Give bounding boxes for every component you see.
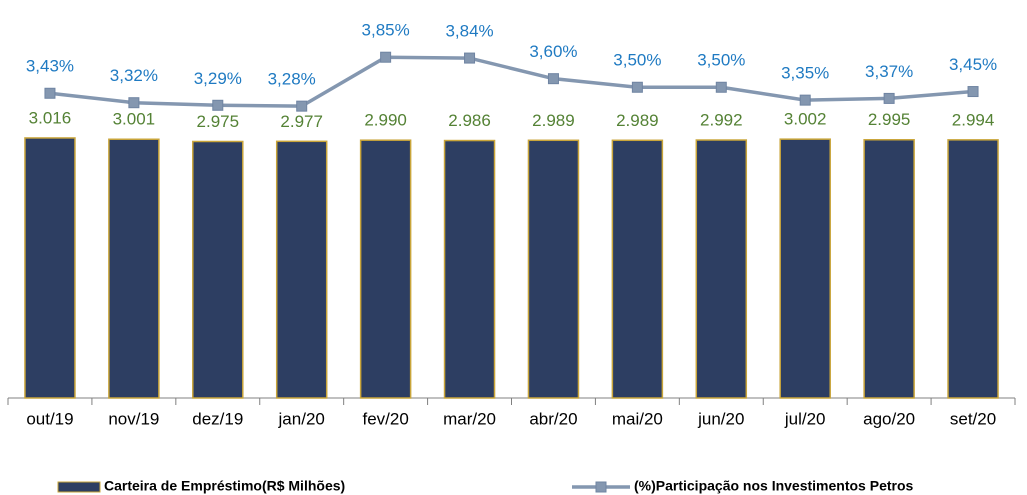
legend-swatch-marker	[595, 481, 607, 493]
bar-value-label: 2.989	[532, 111, 575, 130]
line-marker	[128, 97, 140, 109]
bar-value-label: 2.975	[197, 112, 240, 131]
line-value-label: 3,84%	[445, 22, 493, 41]
line-value-label: 3,45%	[949, 55, 997, 74]
bar	[359, 139, 412, 399]
line-value-label: 3,29%	[194, 69, 242, 88]
line-marker	[631, 81, 643, 93]
line-value-label: 3,32%	[110, 66, 158, 85]
bar	[863, 139, 915, 399]
line-marker	[715, 81, 727, 93]
line-marker	[883, 92, 895, 104]
x-tick-label: mai/20	[612, 409, 663, 428]
line-marker	[296, 100, 308, 112]
line-value-label: 3,28%	[268, 70, 316, 89]
bar-value-label: 2.990	[364, 111, 407, 130]
bar	[275, 140, 328, 399]
legend-label: (%)Participação nos Investimentos Petros	[634, 478, 914, 494]
legend-swatch	[57, 481, 101, 493]
line-marker	[44, 87, 56, 99]
bar-value-label: 2.992	[700, 111, 743, 130]
line-marker	[464, 52, 476, 64]
line-value-label: 3,50%	[697, 51, 745, 70]
bar	[108, 138, 160, 399]
line-marker	[967, 86, 979, 98]
line-marker	[799, 94, 811, 106]
bar-value-label: 2.995	[868, 110, 911, 129]
line-value-label: 3,37%	[865, 62, 913, 81]
x-tick-label: nov/19	[108, 409, 159, 428]
x-tick-label: jun/20	[697, 409, 744, 428]
x-tick-label: abr/20	[529, 409, 577, 428]
line	[49, 55, 974, 108]
bar-value-label: 3.016	[29, 108, 72, 127]
bar-value-label: 3.002	[784, 110, 827, 129]
line-value-label: 3,35%	[781, 64, 829, 83]
bar-value-label: 2.977	[280, 112, 323, 131]
x-tick-label: fev/20	[362, 409, 408, 428]
line-value-label: 3,50%	[613, 51, 661, 70]
x-tick-label: ago/20	[863, 409, 915, 428]
x-tick-label: dez/19	[192, 409, 243, 428]
bar-value-label: 2.994	[952, 110, 995, 129]
bar	[527, 139, 580, 399]
x-tick-label: out/19	[26, 409, 73, 428]
x-tick-label: jan/20	[278, 409, 325, 428]
x-tick-label: jul/20	[784, 409, 826, 428]
line-marker	[212, 99, 224, 111]
bar	[779, 138, 831, 399]
bar	[443, 139, 496, 399]
line-value-label: 3,43%	[26, 57, 74, 76]
bar	[611, 139, 664, 399]
bar-value-label: 3.001	[113, 110, 156, 129]
line-value-label: 3,60%	[529, 42, 577, 61]
legend-label: Carteira de Empréstimo(R$ Milhões)	[104, 478, 345, 494]
bar-value-label: 2.989	[616, 111, 659, 130]
line-value-label: 3,85%	[362, 21, 410, 40]
bar	[947, 139, 999, 399]
line-marker	[547, 73, 559, 85]
bar	[24, 137, 76, 399]
x-tick-label: set/20	[950, 409, 996, 428]
bar-value-label: 2.986	[448, 111, 491, 130]
line-marker	[380, 51, 392, 63]
x-tick-label: mar/20	[443, 409, 496, 428]
bar	[695, 139, 748, 399]
bar	[192, 140, 244, 399]
